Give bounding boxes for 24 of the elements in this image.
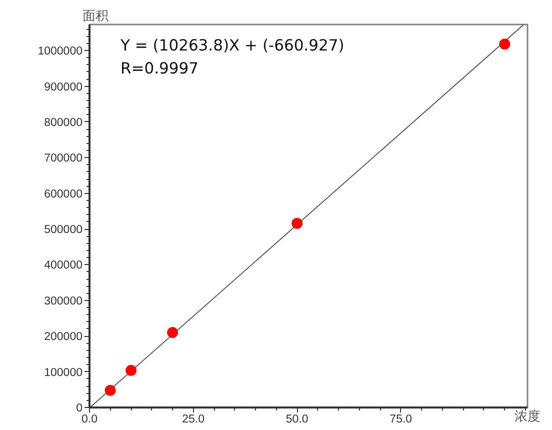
x-tick-label: 75.0 [390, 414, 412, 426]
y-tick-label: 900000 [44, 81, 82, 94]
y-tick-label: 500000 [44, 224, 82, 236]
point [292, 218, 303, 229]
annotation: Y = (10263.8)X + (-660.927) [120, 36, 344, 54]
y-tick-label: 0 [76, 402, 83, 414]
point [167, 327, 178, 338]
point [126, 364, 137, 376]
y-tick-label: 800000 [44, 116, 82, 129]
point [499, 38, 510, 50]
x-tick-label: 50.0 [286, 414, 308, 426]
y-tick-label: 400000 [44, 260, 82, 272]
x-tick-label: 0.0 [82, 414, 98, 426]
x-tick-label: 25.0 [182, 414, 204, 426]
x-axis-title: 浓度 [514, 408, 540, 424]
point [104, 384, 116, 396]
y-tick-label: 300000 [44, 295, 82, 308]
y-tick-label: 200000 [44, 331, 82, 344]
y-tick-label: 1000000 [38, 46, 83, 58]
y-tick-label: 600000 [44, 188, 82, 200]
y-tick-label: 700000 [44, 152, 82, 165]
y-tick-label: 100000 [44, 366, 82, 379]
y-axis-title: 面积 [82, 9, 108, 24]
annotation: R=0.9997 [120, 60, 198, 78]
